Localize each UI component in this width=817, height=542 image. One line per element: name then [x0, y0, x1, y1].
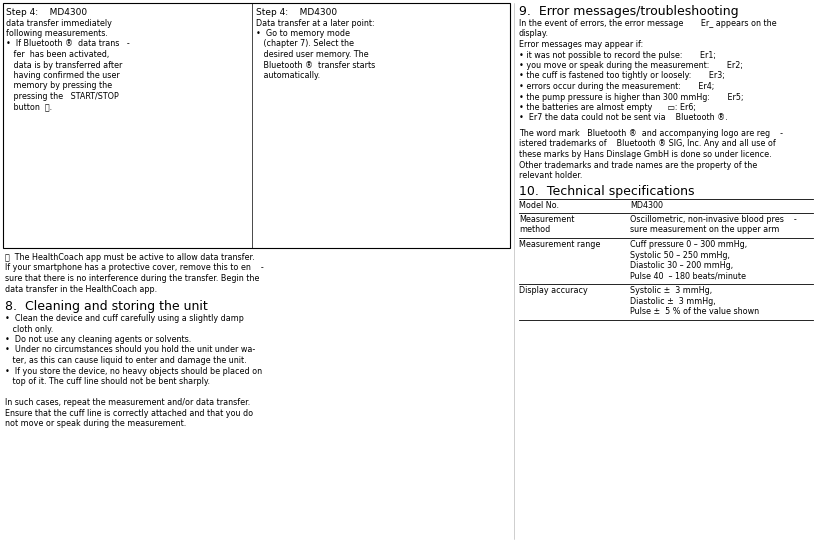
Text: In such cases, repeat the measurement and/or data transfer.: In such cases, repeat the measurement an… [5, 398, 250, 407]
Text: •  Under no circumstances should you hold the unit under wa-: • Under no circumstances should you hold… [5, 345, 255, 354]
Text: desired user memory. The: desired user memory. The [256, 50, 368, 59]
Text: Data transfer at a later point:: Data transfer at a later point: [256, 18, 375, 28]
Text: Step 4:    MD4300: Step 4: MD4300 [6, 8, 87, 17]
Text: ter, as this can cause liquid to enter and damage the unit.: ter, as this can cause liquid to enter a… [5, 356, 247, 365]
Text: istered trademarks of    Bluetooth ® SIG, Inc. Any and all use of: istered trademarks of Bluetooth ® SIG, I… [519, 139, 776, 149]
Text: Error messages may appear if:: Error messages may appear if: [519, 40, 643, 49]
Text: Display accuracy: Display accuracy [519, 286, 587, 295]
Text: these marks by Hans Dinslage GmbH is done so under licence.: these marks by Hans Dinslage GmbH is don… [519, 150, 771, 159]
Text: • the pump pressure is higher than 300 mmHg:       Er5;: • the pump pressure is higher than 300 m… [519, 93, 743, 101]
Text: not move or speak during the measurement.: not move or speak during the measurement… [5, 419, 186, 428]
Text: Measurement: Measurement [519, 215, 574, 224]
Text: Pulse 40  – 180 beats/minute: Pulse 40 – 180 beats/minute [630, 272, 746, 281]
Text: •  If Bluetooth ®  data trans   -: • If Bluetooth ® data trans - [6, 40, 130, 48]
Text: • it was not possible to record the pulse:       Er1;: • it was not possible to record the puls… [519, 50, 716, 60]
Text: memory by pressing the: memory by pressing the [6, 81, 112, 91]
Text: Other trademarks and trade names are the property of the: Other trademarks and trade names are the… [519, 160, 757, 170]
Text: data transfer immediately: data transfer immediately [6, 18, 112, 28]
Text: 10.  Technical specifications: 10. Technical specifications [519, 185, 694, 198]
Text: following measurements.: following measurements. [6, 29, 108, 38]
Text: •  If you store the device, no heavy objects should be placed on: • If you store the device, no heavy obje… [5, 366, 262, 376]
Text: If your smartphone has a protective cover, remove this to en    -: If your smartphone has a protective cove… [5, 263, 264, 273]
Text: In the event of errors, the error message       Er_ appears on the: In the event of errors, the error messag… [519, 19, 777, 28]
Text: Model No.: Model No. [519, 201, 559, 210]
Text: having confirmed the user: having confirmed the user [6, 71, 120, 80]
Text: •  Go to memory mode: • Go to memory mode [256, 29, 350, 38]
Text: display.: display. [519, 29, 549, 38]
Text: data transfer in the HealthCoach app.: data transfer in the HealthCoach app. [5, 285, 157, 294]
Text: Systolic ±  3 mmHg,: Systolic ± 3 mmHg, [630, 286, 712, 295]
Text: Pulse ±  5 % of the value shown: Pulse ± 5 % of the value shown [630, 307, 759, 316]
Text: Diastolic 30 – 200 mmHg,: Diastolic 30 – 200 mmHg, [630, 261, 733, 270]
Text: The word mark   Bluetooth ®  and accompanying logo are reg    -: The word mark Bluetooth ® and accompanyi… [519, 129, 783, 138]
Text: pressing the   START/STOP: pressing the START/STOP [6, 92, 118, 101]
FancyBboxPatch shape [3, 3, 510, 248]
Text: MD4300: MD4300 [630, 201, 663, 210]
Text: method: method [519, 225, 551, 235]
Text: ⓘ  The HealthCoach app must be active to allow data transfer.: ⓘ The HealthCoach app must be active to … [5, 253, 255, 262]
Text: sure that there is no interference during the transfer. Begin the: sure that there is no interference durin… [5, 274, 259, 283]
Text: button  ⓘ.: button ⓘ. [6, 102, 52, 112]
Text: (chapter 7). Select the: (chapter 7). Select the [256, 40, 354, 48]
Text: • you move or speak during the measurement:       Er2;: • you move or speak during the measureme… [519, 61, 743, 70]
Text: Step 4:    MD4300: Step 4: MD4300 [256, 8, 337, 17]
Text: fer  has been activated,: fer has been activated, [6, 50, 109, 59]
Text: automatically.: automatically. [256, 71, 320, 80]
Text: Oscillometric, non-invasive blood pres    -: Oscillometric, non-invasive blood pres - [630, 215, 797, 224]
Text: Ensure that the cuff line is correctly attached and that you do: Ensure that the cuff line is correctly a… [5, 409, 253, 417]
Text: 9.  Error messages/troubleshooting: 9. Error messages/troubleshooting [519, 5, 739, 18]
Text: data is by transferred after: data is by transferred after [6, 61, 123, 69]
Text: cloth only.: cloth only. [5, 325, 53, 333]
Text: • the batteries are almost empty      ▭: Er6;: • the batteries are almost empty ▭: Er6; [519, 103, 696, 112]
Text: sure measurement on the upper arm: sure measurement on the upper arm [630, 225, 779, 235]
Text: top of it. The cuff line should not be bent sharply.: top of it. The cuff line should not be b… [5, 377, 210, 386]
Text: 8.  Cleaning and storing the unit: 8. Cleaning and storing the unit [5, 300, 208, 313]
Text: relevant holder.: relevant holder. [519, 171, 583, 180]
Text: • the cuff is fastened too tightly or loosely:       Er3;: • the cuff is fastened too tightly or lo… [519, 72, 725, 81]
Text: Diastolic ±  3 mmHg,: Diastolic ± 3 mmHg, [630, 296, 716, 306]
Text: • errors occur during the measurement:       Er4;: • errors occur during the measurement: E… [519, 82, 714, 91]
Text: Bluetooth ®  transfer starts: Bluetooth ® transfer starts [256, 61, 375, 69]
Text: •  Er7 the data could not be sent via    Bluetooth ®.: • Er7 the data could not be sent via Blu… [519, 113, 728, 122]
Text: Cuff pressure 0 – 300 mmHg,: Cuff pressure 0 – 300 mmHg, [630, 240, 747, 249]
Text: Systolic 50 – 250 mmHg,: Systolic 50 – 250 mmHg, [630, 250, 730, 260]
Text: Measurement range: Measurement range [519, 240, 600, 249]
Text: •  Do not use any cleaning agents or solvents.: • Do not use any cleaning agents or solv… [5, 335, 191, 344]
Text: •  Clean the device and cuff carefully using a slightly damp: • Clean the device and cuff carefully us… [5, 314, 244, 323]
